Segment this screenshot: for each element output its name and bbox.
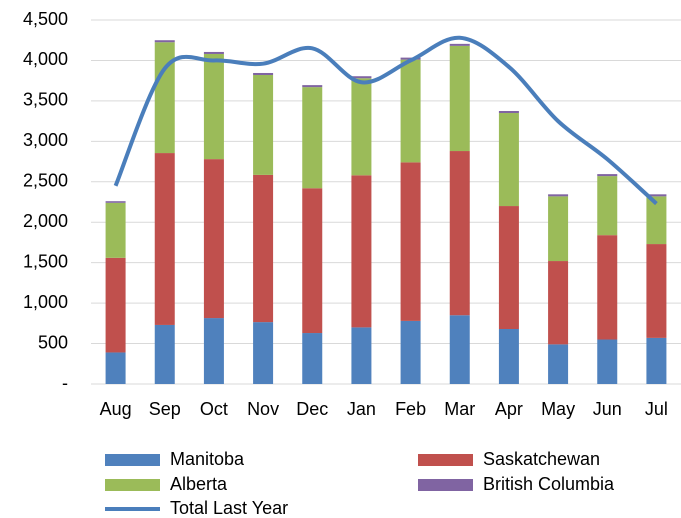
y-tick-label: 2,000	[23, 211, 68, 231]
legend-swatch	[105, 454, 160, 466]
y-tick-label: 4,500	[23, 9, 68, 29]
bar-segment	[449, 151, 470, 316]
bar-segment	[203, 318, 224, 384]
bar-segment	[400, 59, 421, 163]
bar-segment	[597, 176, 618, 236]
bar-segment	[449, 315, 470, 384]
legend-label: Saskatchewan	[483, 449, 600, 469]
x-tick-label: Jan	[347, 399, 376, 419]
y-tick-label: -	[62, 373, 68, 393]
y-tick-label: 2,500	[23, 171, 68, 191]
legend-label: Manitoba	[170, 449, 245, 469]
bar-segment	[105, 201, 126, 203]
bar-segment	[646, 196, 667, 245]
x-tick-label: Feb	[395, 399, 426, 419]
legend-label: Alberta	[170, 474, 228, 494]
bar-segment	[351, 327, 372, 384]
bar-segment	[105, 352, 126, 384]
bar-segment	[548, 261, 569, 345]
bar-segment	[498, 113, 519, 207]
bar-segment	[302, 188, 323, 334]
x-tick-label: Mar	[444, 399, 475, 419]
bar-segment	[498, 328, 519, 384]
bar-segment	[253, 322, 274, 384]
bar-segment	[351, 175, 372, 328]
legend-label: Total Last Year	[170, 498, 288, 518]
legend-swatch	[418, 479, 473, 491]
bar-segment	[253, 72, 274, 76]
bar-segment	[351, 76, 372, 79]
line-series	[113, 35, 658, 206]
x-tick-label: Aug	[100, 399, 132, 419]
bar-segment	[203, 53, 224, 160]
x-tick-label: Apr	[495, 399, 523, 419]
y-tick-label: 500	[38, 332, 68, 352]
legend-label: British Columbia	[483, 474, 615, 494]
y-tick-label: 1,000	[23, 292, 68, 312]
x-tick-label: Sep	[149, 399, 181, 419]
bar-segment	[498, 206, 519, 329]
bar-segment	[154, 40, 175, 43]
bar-segment	[154, 153, 175, 325]
bar-segment	[449, 43, 470, 46]
bar-segment	[548, 344, 569, 384]
bar-segment	[253, 174, 274, 323]
bar-segment	[253, 75, 274, 175]
bar-segment	[597, 174, 618, 177]
bar-segment	[548, 196, 569, 262]
bar-segment	[400, 162, 421, 321]
x-tick-label: Oct	[200, 399, 228, 419]
bar-segment	[646, 244, 667, 338]
x-tick-label: Jun	[593, 399, 622, 419]
bar-segment	[548, 194, 569, 197]
x-tick-label: Nov	[247, 399, 279, 419]
legend-swatch	[418, 454, 473, 466]
bar-segment	[351, 78, 372, 176]
x-tick-label: Dec	[296, 399, 328, 419]
x-tick-label: May	[541, 399, 575, 419]
bar-segment	[498, 111, 519, 114]
bar-segment	[646, 337, 667, 384]
bar-segment	[203, 51, 224, 54]
bar-segment	[302, 333, 323, 384]
bar-segment	[302, 87, 323, 189]
bar-segment	[646, 194, 667, 197]
bar-segment	[154, 324, 175, 384]
bar-segment	[597, 235, 618, 340]
bar-segment	[597, 339, 618, 384]
bar-segment	[203, 159, 224, 319]
bar-segment	[154, 42, 175, 154]
bar-segment	[105, 202, 126, 258]
y-tick-label: 3,000	[23, 130, 68, 150]
x-tick-label: Jul	[645, 399, 668, 419]
bar-segment	[105, 257, 126, 353]
y-tick-label: 1,500	[23, 251, 68, 271]
bar-segment	[449, 45, 470, 152]
y-tick-label: 3,500	[23, 90, 68, 110]
legend-swatch	[105, 479, 160, 491]
bar-segment	[302, 85, 323, 88]
y-tick-label: 4,000	[23, 49, 68, 69]
bar-segment	[400, 320, 421, 384]
